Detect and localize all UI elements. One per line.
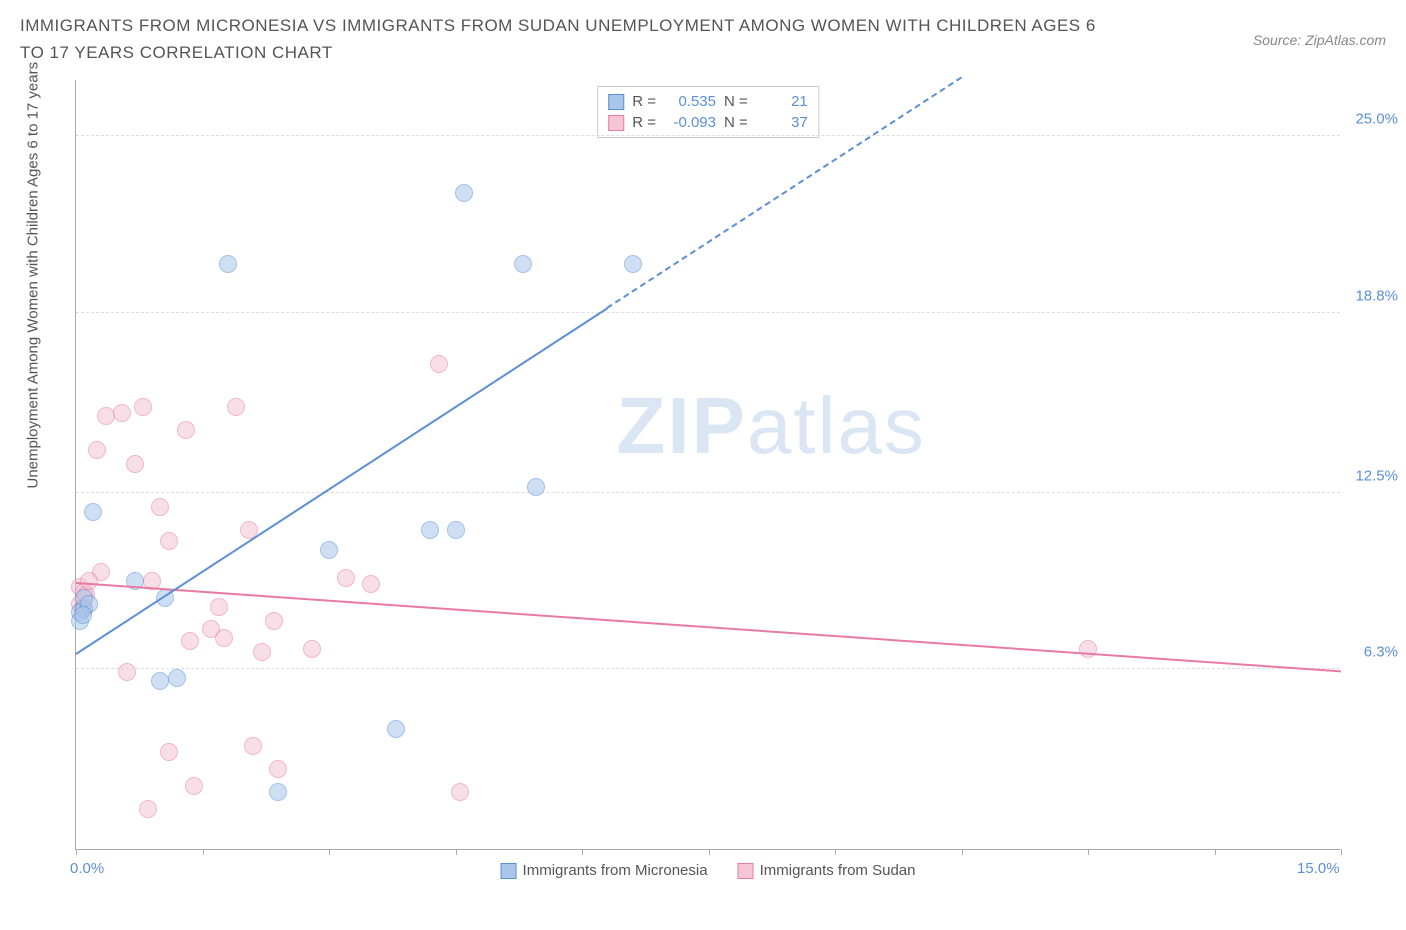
chart-title: IMMIGRANTS FROM MICRONESIA VS IMMIGRANTS…	[20, 12, 1120, 66]
x-tick	[582, 849, 583, 855]
data-point	[624, 255, 642, 273]
data-point	[269, 783, 287, 801]
data-point	[215, 629, 233, 647]
x-tick	[1215, 849, 1216, 855]
stats-row-series2: R = -0.093 N = 37	[608, 112, 808, 133]
data-point	[320, 541, 338, 559]
data-point	[139, 800, 157, 818]
data-point	[84, 503, 102, 521]
data-point	[160, 743, 178, 761]
x-tick-label: 15.0%	[1297, 860, 1340, 877]
data-point	[265, 612, 283, 630]
x-tick	[1341, 849, 1342, 855]
r-value-2: -0.093	[664, 114, 716, 131]
gridline-h	[76, 492, 1340, 493]
n-label-2: N =	[724, 114, 748, 131]
data-point	[210, 598, 228, 616]
y-axis-label: Unemployment Among Women with Children A…	[25, 62, 42, 489]
n-value-1: 21	[756, 93, 808, 110]
data-point	[74, 606, 92, 624]
data-point	[362, 575, 380, 593]
x-tick	[962, 849, 963, 855]
y-tick-label: 6.3%	[1364, 644, 1398, 661]
data-point	[451, 783, 469, 801]
r-label-2: R =	[632, 114, 656, 131]
y-tick-label: 18.8%	[1355, 287, 1398, 304]
data-point	[421, 521, 439, 539]
data-point	[185, 777, 203, 795]
r-value-1: 0.535	[664, 93, 716, 110]
data-point	[253, 643, 271, 661]
data-point	[160, 532, 178, 550]
y-tick-label: 25.0%	[1355, 111, 1398, 128]
swatch-series1	[608, 94, 624, 110]
swatch-series2	[608, 115, 624, 131]
data-point	[337, 569, 355, 587]
x-tick	[203, 849, 204, 855]
legend-item-series2: Immigrants from Sudan	[738, 862, 916, 879]
data-point	[527, 478, 545, 496]
data-point	[514, 255, 532, 273]
data-point	[113, 404, 131, 422]
n-label-1: N =	[724, 93, 748, 110]
data-point	[151, 498, 169, 516]
data-point	[80, 572, 98, 590]
data-point	[269, 760, 287, 778]
data-point	[118, 663, 136, 681]
data-point	[134, 398, 152, 416]
stats-legend-box: R = 0.535 N = 21 R = -0.093 N = 37	[597, 86, 819, 138]
x-tick	[1088, 849, 1089, 855]
r-label-1: R =	[632, 93, 656, 110]
data-point	[177, 421, 195, 439]
data-point	[303, 640, 321, 658]
data-point	[227, 398, 245, 416]
data-point	[455, 184, 473, 202]
x-tick	[456, 849, 457, 855]
chart-container: Unemployment Among Women with Children A…	[45, 80, 1380, 880]
data-point	[430, 355, 448, 373]
watermark-atlas: atlas	[747, 381, 926, 470]
gridline-h	[76, 135, 1340, 136]
legend-label-series2: Immigrants from Sudan	[760, 862, 916, 879]
data-point	[219, 255, 237, 273]
legend-swatch-series1	[501, 863, 517, 879]
source-attribution: Source: ZipAtlas.com	[1253, 32, 1386, 48]
gridline-h	[76, 312, 1340, 313]
y-tick-label: 12.5%	[1355, 467, 1398, 484]
data-point	[88, 441, 106, 459]
data-point	[126, 455, 144, 473]
data-point	[151, 672, 169, 690]
data-point	[181, 632, 199, 650]
x-tick-label: 0.0%	[70, 860, 104, 877]
stats-row-series1: R = 0.535 N = 21	[608, 91, 808, 112]
n-value-2: 37	[756, 114, 808, 131]
title-bar: IMMIGRANTS FROM MICRONESIA VS IMMIGRANTS…	[0, 0, 1406, 74]
data-point	[168, 669, 186, 687]
legend-item-series1: Immigrants from Micronesia	[501, 862, 708, 879]
x-tick	[709, 849, 710, 855]
data-point	[244, 737, 262, 755]
plot-area: ZIPatlas R = 0.535 N = 21 R = -0.093 N =…	[75, 80, 1340, 850]
x-tick	[835, 849, 836, 855]
watermark-zip: ZIP	[616, 381, 746, 470]
gridline-h	[76, 668, 1340, 669]
x-tick	[329, 849, 330, 855]
bottom-legend: Immigrants from Micronesia Immigrants fr…	[501, 862, 916, 879]
legend-label-series1: Immigrants from Micronesia	[523, 862, 708, 879]
data-point	[387, 720, 405, 738]
legend-swatch-series2	[738, 863, 754, 879]
data-point	[1079, 640, 1097, 658]
data-point	[447, 521, 465, 539]
data-point	[97, 407, 115, 425]
x-tick	[76, 849, 77, 855]
watermark: ZIPatlas	[616, 380, 925, 472]
